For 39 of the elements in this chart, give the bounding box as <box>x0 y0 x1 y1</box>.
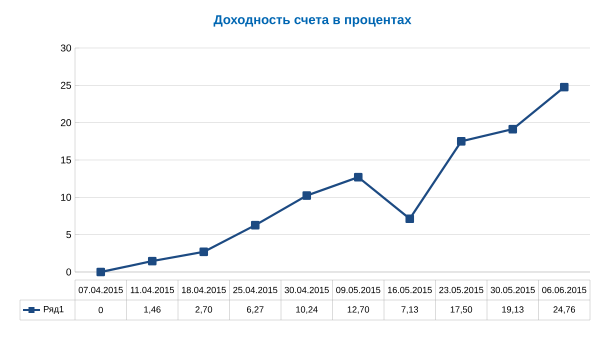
y-tick-label: 0 <box>66 268 72 276</box>
y-tick-label: 5 <box>66 231 72 238</box>
data-label: 12,70 <box>348 306 370 314</box>
x-tick-label: 23.05.2015 <box>439 286 484 294</box>
x-tick-label: 18.04.2015 <box>182 286 226 294</box>
point <box>354 172 363 182</box>
y-tick-label: 25 <box>60 82 72 89</box>
data-label: 24,76 <box>553 306 576 314</box>
x-tick-label: 30.05.2015 <box>490 286 535 294</box>
data-label: 2,70 <box>195 306 212 314</box>
data-label: 6,27 <box>246 306 264 314</box>
x-tick-label: 09.05.2015 <box>336 286 380 294</box>
data-label: 0 <box>98 306 103 314</box>
point <box>405 214 414 224</box>
data-label: 17,50 <box>450 306 472 314</box>
x-tick-label: 25.04.2015 <box>233 286 278 294</box>
y-tick-label: 15 <box>61 156 72 164</box>
x-tick-label: 11.04.2015 <box>130 286 174 294</box>
data-label: 10,24 <box>296 306 318 314</box>
point <box>560 82 569 92</box>
data-label: 1,46 <box>144 306 161 314</box>
point <box>456 137 466 146</box>
point <box>508 124 518 134</box>
x-tick-label: 16.05.2015 <box>388 286 432 294</box>
data-label: 7,13 <box>401 306 418 314</box>
legend-label: Ряд1 <box>44 306 64 314</box>
point <box>302 191 312 200</box>
x-tick-label: 30.04.2015 <box>284 286 329 294</box>
point <box>148 256 157 266</box>
point <box>96 268 106 276</box>
x-tick-label: 07.04.2015 <box>78 286 123 294</box>
y-tick-label: 30 <box>60 44 72 52</box>
point <box>199 248 208 256</box>
data-label: 19,13 <box>502 306 524 314</box>
point <box>250 220 260 230</box>
chart-title: Доходность счета в процентах <box>214 15 412 27</box>
y-tick-label: 20 <box>60 119 72 126</box>
x-tick-label: 06.06.2015 <box>542 286 586 294</box>
y-tick-label: 10 <box>61 194 72 201</box>
